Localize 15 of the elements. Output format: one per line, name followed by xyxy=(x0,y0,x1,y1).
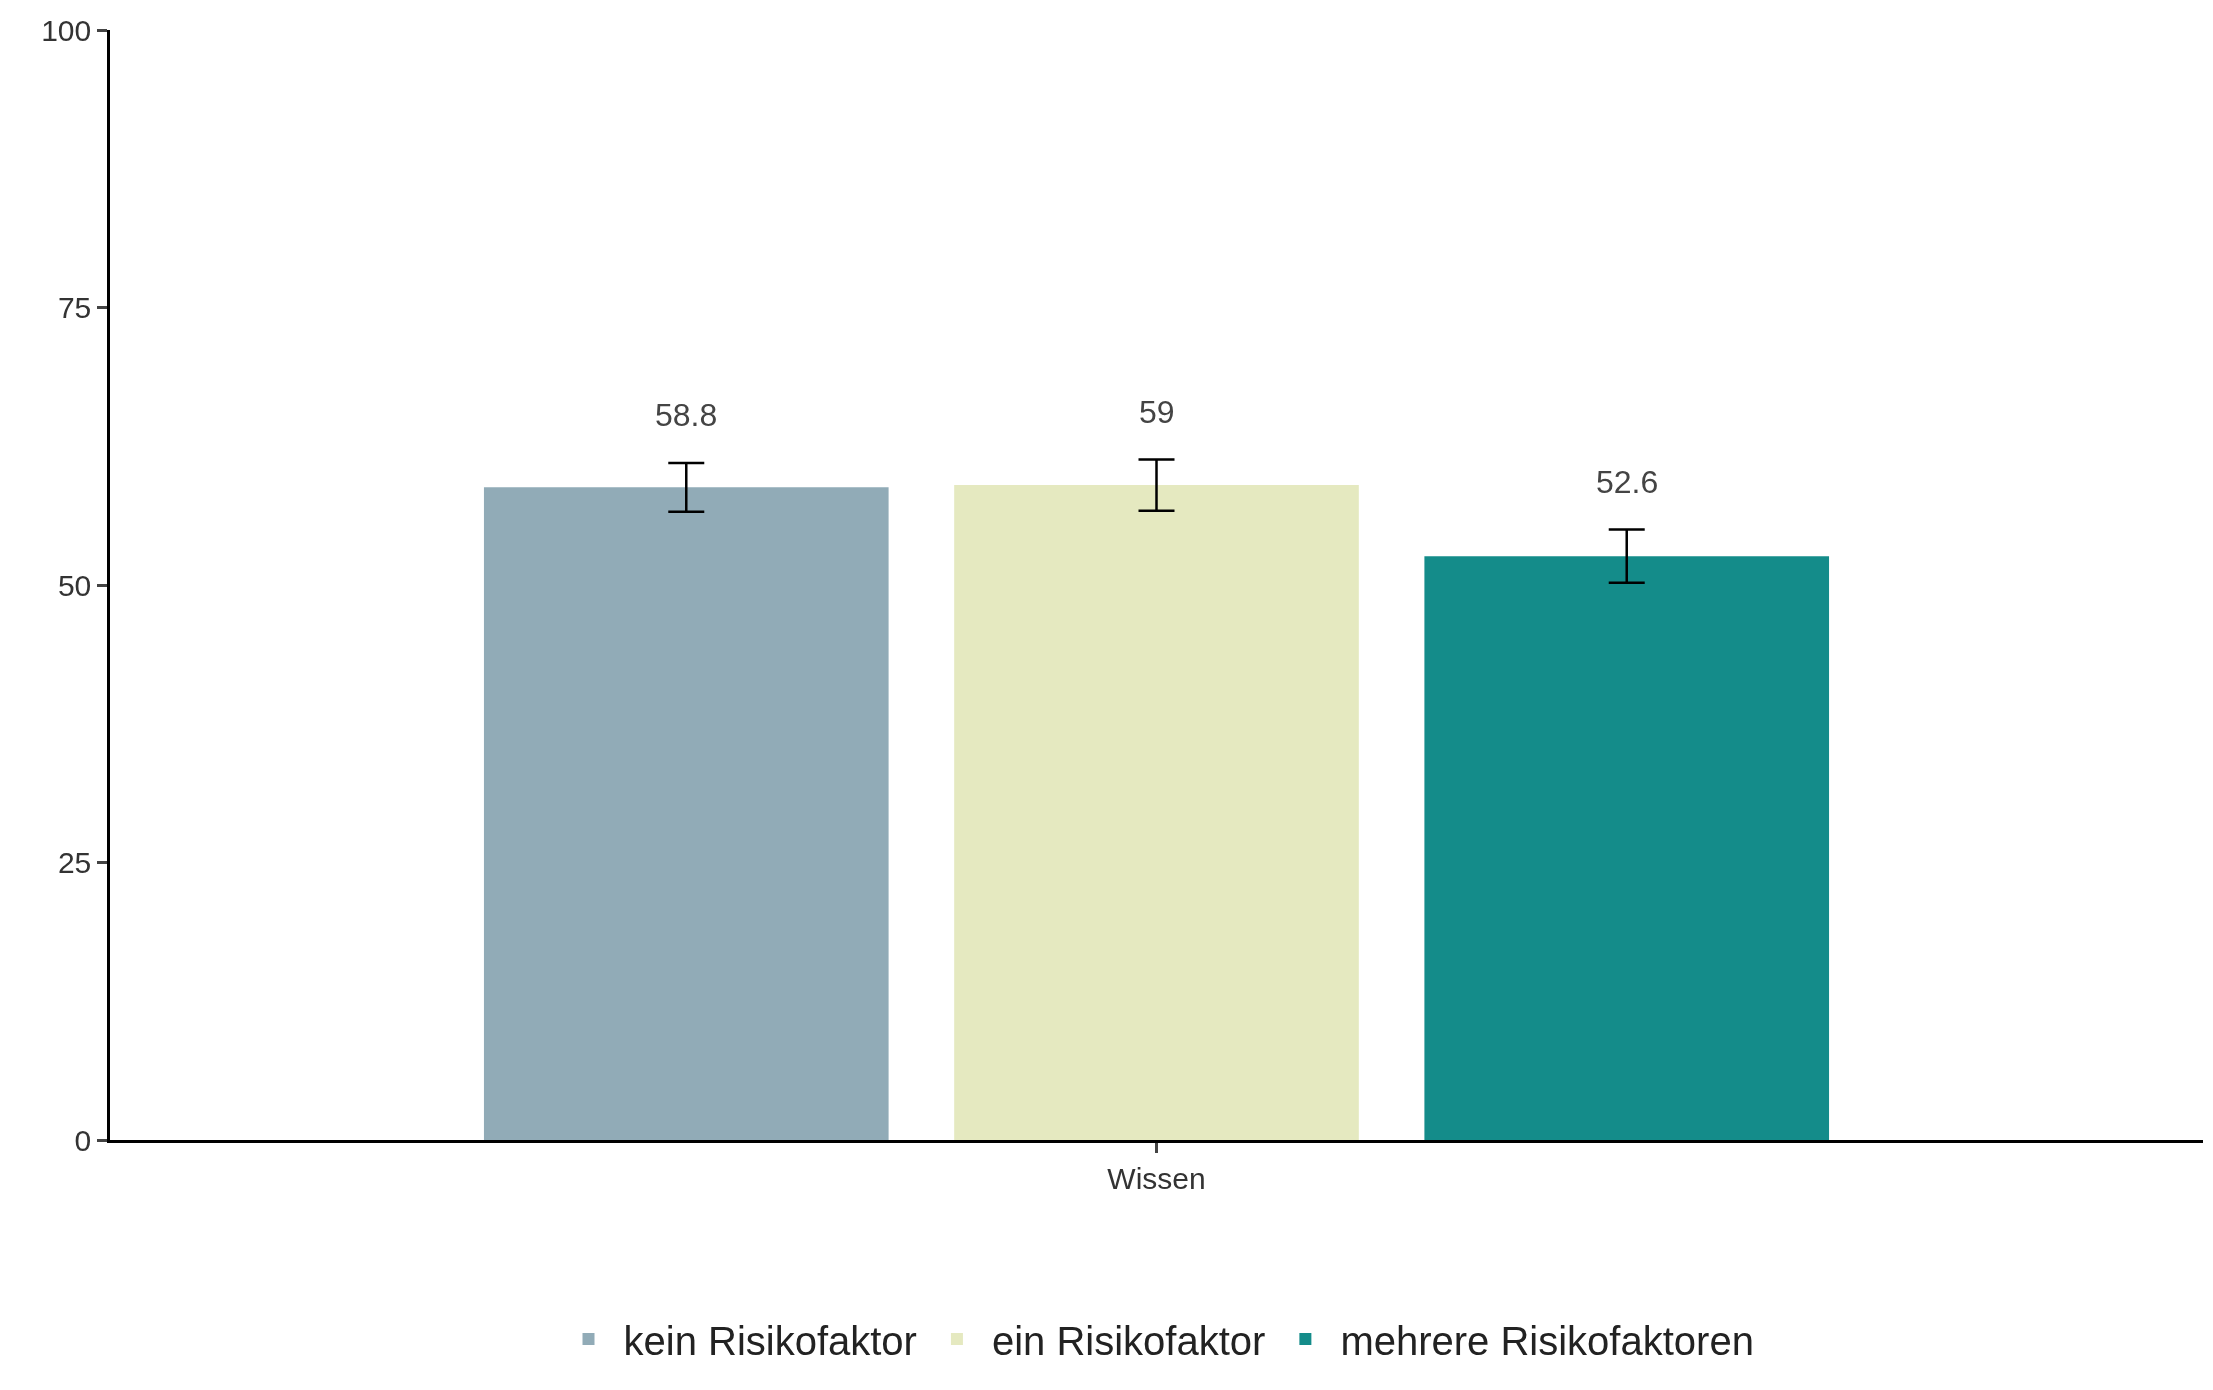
bar xyxy=(954,485,1359,1140)
legend-label: ein Risikofaktor xyxy=(991,1318,1266,1363)
bar xyxy=(483,487,889,1140)
data-label: 52.6 xyxy=(1596,464,1659,500)
y-tick-label: 25 xyxy=(57,846,92,879)
legend-label: kein Risikofaktor xyxy=(623,1318,917,1363)
bar xyxy=(1424,556,1830,1140)
y-tick-label: 100 xyxy=(41,13,92,47)
x-tick-label: Wissen xyxy=(1107,1161,1206,1195)
y-tick-label: 50 xyxy=(57,568,92,602)
data-label: 58.8 xyxy=(655,397,718,433)
y-tick-label: 75 xyxy=(57,291,92,324)
y-tick-label: 0 xyxy=(74,1123,92,1157)
data-label: 59 xyxy=(1139,394,1175,430)
legend-label: mehrere Risikofaktoren xyxy=(1340,1318,1754,1363)
